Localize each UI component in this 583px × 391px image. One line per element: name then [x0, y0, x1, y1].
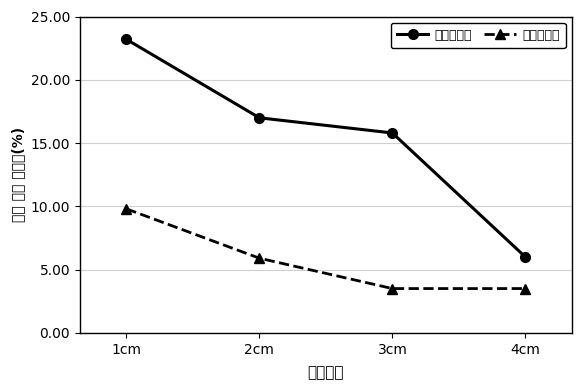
X-axis label: 피복두께: 피복두께	[308, 365, 344, 380]
플라이애취	[256, 256, 263, 260]
Line: 플라이애취: 플라이애취	[122, 204, 530, 293]
Y-axis label: 철근 부식 면적률(%): 철근 부식 면적률(%)	[11, 127, 25, 222]
고로슬래그	[522, 255, 529, 259]
플라이애취	[522, 286, 529, 291]
Line: 고로슬래그: 고로슬래그	[122, 34, 530, 262]
플라이애취	[389, 286, 396, 291]
고로슬래그	[123, 37, 130, 42]
Legend: 고로슬래그, 플라이애취: 고로슬래그, 플라이애취	[391, 23, 566, 48]
고로슬래그	[389, 131, 396, 135]
플라이애취	[123, 206, 130, 211]
고로슬래그	[256, 115, 263, 120]
